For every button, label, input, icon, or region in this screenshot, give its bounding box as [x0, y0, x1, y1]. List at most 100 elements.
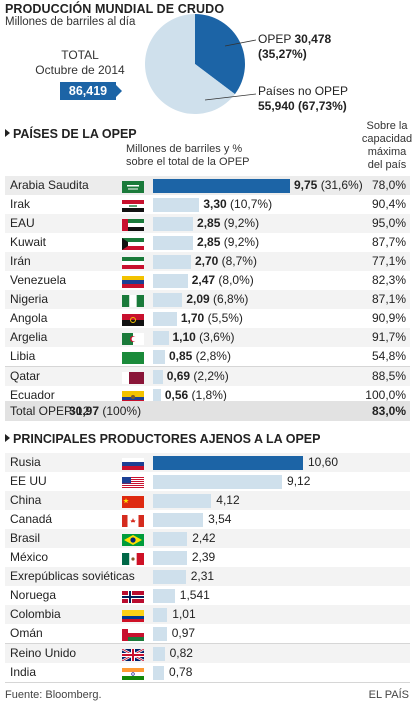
nonopep-row: India 0,78 [5, 662, 410, 682]
opep-bar [153, 255, 191, 270]
opep-bar [153, 217, 193, 232]
uk-flag-icon [121, 647, 145, 662]
opep-value: 2,47 [191, 273, 216, 288]
opep-value-label: 2,47 (8,0%) [192, 273, 254, 287]
country-name: Brasil [10, 531, 41, 546]
opep-pct: (6,8%) [209, 292, 249, 307]
capacity-value: 95,0% [371, 216, 406, 231]
capacity-value: 77,1% [371, 254, 406, 269]
opep-value: 3,30 [203, 197, 227, 212]
capacity-header-line4: del país [367, 159, 407, 171]
nonopep-row: Brasil 2,42 [5, 529, 410, 549]
opep-values-header-line2: sobre el total de la OPEP [126, 156, 250, 168]
opep-value-label: 1,10 (3,6%) [172, 330, 234, 344]
algeria-flag-icon [122, 332, 144, 346]
usa-flag-icon [122, 476, 144, 490]
opep-bar [153, 388, 161, 403]
canada-flag-icon [122, 514, 144, 528]
opep-row: Ecuador 0,56 (1,8%) 100,0% [5, 385, 410, 405]
nonopep-value-label: 2,39 [191, 550, 216, 565]
country-name: México [10, 550, 49, 565]
pie-noopep-name: Países no OPEP [258, 84, 349, 98]
opep-value: 2,85 [197, 216, 221, 231]
section-triangle-icon [5, 129, 10, 137]
opep-value: 9,75 [294, 178, 318, 192]
opep-section-heading: PAÍSES DE LA OPEP [5, 127, 137, 141]
opep-row: Kuwait 2,85 (9,2%) 87,7% [5, 233, 410, 253]
nonopep-bar [153, 589, 175, 604]
opep-value: 2,09 [186, 292, 210, 307]
opep-row: Libia 0,85 (2,8%) 54,8% [5, 347, 410, 367]
venezuela-flag-icon [122, 275, 144, 289]
nonopep-bar [153, 551, 187, 566]
opep-row: Irán 2,70 (8,7%) 77,1% [5, 252, 410, 272]
uae-flag-icon [122, 218, 144, 232]
opep-pct: (1,8%) [188, 387, 227, 402]
nonopep-value-label: 0,97 [171, 626, 196, 641]
opep-leader-line [224, 39, 257, 47]
opep-bar [153, 179, 290, 193]
capacity-header-line3: máxima [367, 146, 407, 158]
capacity-column-header: Sobre la capacidad máxima del país [360, 120, 414, 172]
pie-leader-lines [204, 39, 257, 101]
capacity-value: 90,9% [371, 311, 406, 326]
nonopep-value-label: 4,12 [216, 493, 240, 508]
nonopep-bar [153, 494, 212, 509]
country-name: Canadá [10, 512, 53, 527]
opep-value-label: 0,69 (2,2%) [167, 369, 229, 383]
nonopep-bar [153, 570, 186, 585]
capacity-value: 87,1% [371, 292, 406, 307]
opep-bar [153, 198, 200, 213]
opep-value-label: 3,30 (10,7%) [203, 197, 272, 211]
kuwait-flag-icon [122, 237, 144, 251]
nonopep-row: México 2,39 [5, 548, 410, 568]
total-label-line1: TOTAL [61, 48, 99, 62]
nonopep-row: Colombia 1,01 [5, 605, 410, 625]
nonopep-value-label: 1,01 [172, 607, 196, 622]
opep-bar [153, 236, 193, 251]
opep-value: 0,56 [164, 387, 189, 402]
nonopep-value-label: 0,82 [169, 645, 193, 660]
capacity-value: 100,0% [365, 387, 406, 402]
brand-credit: EL PAÍS [368, 689, 409, 701]
capacity-header-line2: capacidad [361, 133, 413, 145]
opep-value: 2,70 [194, 254, 219, 269]
opep-value-label: 1,70 (5,5%) [181, 311, 243, 325]
chart-subtitle: Millones de barriles al día [5, 16, 136, 28]
opep-row: Qatar 0,69 (2,2%) 88,5% [5, 366, 410, 386]
saudi-flag-icon [122, 180, 144, 193]
iran-flag-icon [122, 256, 144, 270]
total-label: TOTAL Octubre de 2014 [20, 48, 140, 78]
country-name: Libia [10, 349, 36, 364]
country-name: Reino Unido [10, 645, 77, 660]
opep-total-capacity: 83,0% [371, 404, 406, 418]
opep-total-pct: (100%) [102, 404, 142, 418]
source-note: Fuente: Bloomberg. [5, 689, 102, 701]
opep-value-label: 2,09 (6,8%) [186, 292, 248, 306]
nonopep-bar [153, 627, 167, 642]
capacity-value: 87,7% [371, 235, 406, 250]
total-value-badge: 86,419 [60, 82, 116, 100]
opep-value-label: 2,70 (8,7%) [195, 254, 257, 268]
opep-pct: (3,6%) [195, 330, 235, 345]
nonopep-bar [153, 513, 204, 528]
opep-pct: (2,8%) [192, 349, 231, 364]
country-name: Omán [10, 626, 43, 641]
libya-flag-icon [122, 351, 144, 365]
opep-pct: (2,2%) [190, 368, 229, 383]
brazil-flag-icon [122, 533, 144, 547]
pie-opep-pct: (35,27%) [258, 47, 307, 61]
capacity-value: 90,4% [371, 197, 406, 212]
pie-slice-opep [195, 14, 245, 95]
nonopep-value-label: 0,78 [169, 664, 193, 679]
opep-bar [153, 293, 183, 308]
nonopep-row: Omán 0,97 [5, 624, 410, 644]
nonopep-row: EE UU 9,12 [5, 472, 410, 492]
capacity-value: 54,8% [371, 349, 406, 364]
nonopep-value-label: 2,31 [190, 569, 215, 584]
pie-slice-noopep [145, 14, 235, 114]
pie-noopep-value: 55,940 [258, 99, 295, 113]
opep-row: Argelia 1,10 (3,6%) 91,7% [5, 328, 410, 348]
colombia-flag-icon [122, 609, 144, 623]
country-name: Angola [10, 311, 48, 326]
